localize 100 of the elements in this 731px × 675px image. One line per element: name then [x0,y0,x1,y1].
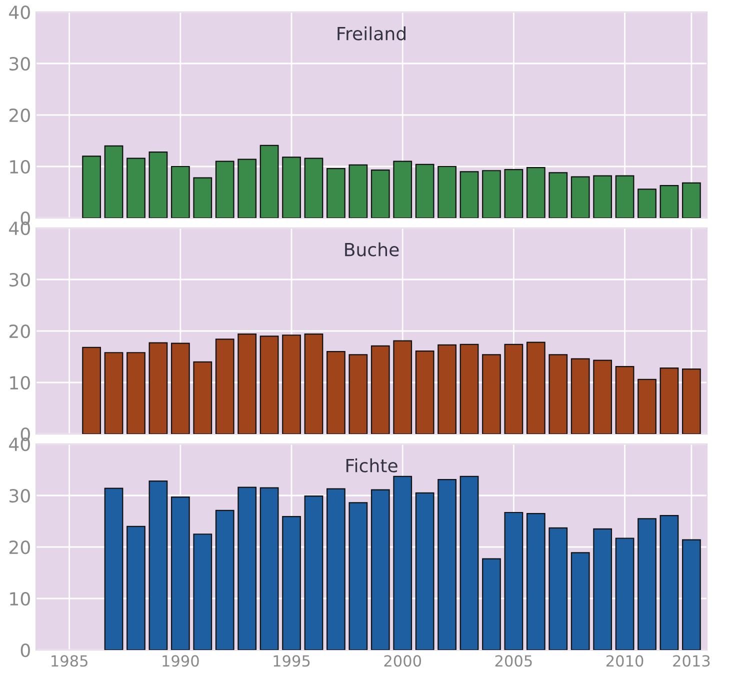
bar [260,487,279,650]
bar [370,345,390,434]
bar [615,366,634,434]
bar [415,492,434,650]
bar [638,378,656,434]
bar [548,172,568,218]
bar [570,176,590,218]
bar [682,539,701,650]
bar [170,496,190,650]
bar [260,336,279,434]
x-tick-label: 1990 [162,655,199,667]
bar [570,358,590,434]
x-tick-label: 2005 [495,655,532,667]
bar [282,516,301,650]
y-tick-label: 40 [9,5,30,20]
x-tick-label: 1995 [274,655,310,667]
bar [615,175,634,218]
y-tick-label: 10 [10,160,30,174]
bar [438,344,456,434]
bar [482,170,501,218]
bar [682,368,701,434]
bar [126,526,146,650]
bar [393,476,412,650]
bar [526,512,546,650]
bar [660,515,679,650]
bar [370,489,390,650]
bar [193,361,212,434]
bar [570,552,590,650]
bar [104,352,124,434]
y-tick-label: 10 [10,376,30,390]
bar [682,182,701,218]
bar [526,166,546,218]
bar [615,538,634,650]
bar [370,170,390,218]
bar [504,169,524,218]
bar [304,334,324,434]
y-tick-label: 30 [10,488,30,503]
bar [304,495,324,650]
bar [215,510,234,650]
bar [460,476,479,650]
bar [415,164,434,218]
bar [170,166,190,218]
bar [282,156,301,218]
bar [438,478,456,650]
bar [482,558,501,650]
bar [504,512,524,650]
bar [504,344,524,434]
y-tick-label: 10 [10,592,30,606]
bar [148,152,168,218]
bar [548,527,568,650]
y-tick-label: 20 [9,540,30,554]
bar [126,352,146,434]
bar [348,164,368,218]
bar [326,351,346,434]
text: Buche [345,242,399,256]
text: Freiland [338,26,406,40]
bar [193,534,212,650]
bar [238,158,257,218]
bar [282,334,301,434]
bar [148,342,168,434]
bar [438,166,456,218]
bar [638,518,656,650]
bar [660,368,679,434]
bar [260,144,279,218]
x-tick-label: 2000 [384,655,422,667]
x-tick-label: 2013 [673,655,710,667]
x-tick-label: 1985 [52,655,88,667]
bar [82,156,101,218]
bar [126,158,146,218]
bar [326,168,346,218]
y-tick-label: 20 [9,108,30,122]
bar [460,171,479,218]
bar [215,338,234,434]
bar [526,342,546,434]
text: Fichte [346,458,398,472]
bar [193,177,212,218]
bar [593,528,612,650]
y-tick-label: 30 [10,56,30,71]
bar [660,185,679,218]
bar [460,344,479,434]
bar [304,158,324,218]
bar [104,488,124,650]
bar [238,486,257,650]
bar [415,350,434,434]
bar [238,334,257,434]
y-tick-label: 0 [20,643,30,658]
bar [393,340,412,434]
y-tick-label: 30 [10,272,30,287]
bar [348,354,368,434]
x-tick-label: 2010 [606,655,644,667]
bar [170,342,190,434]
bar [82,346,101,434]
bar [326,488,346,650]
bar [638,188,656,218]
bar [482,354,501,434]
bar [348,502,368,650]
bar [593,360,612,434]
bar [593,175,612,218]
bar [104,145,124,218]
bar [393,160,412,218]
